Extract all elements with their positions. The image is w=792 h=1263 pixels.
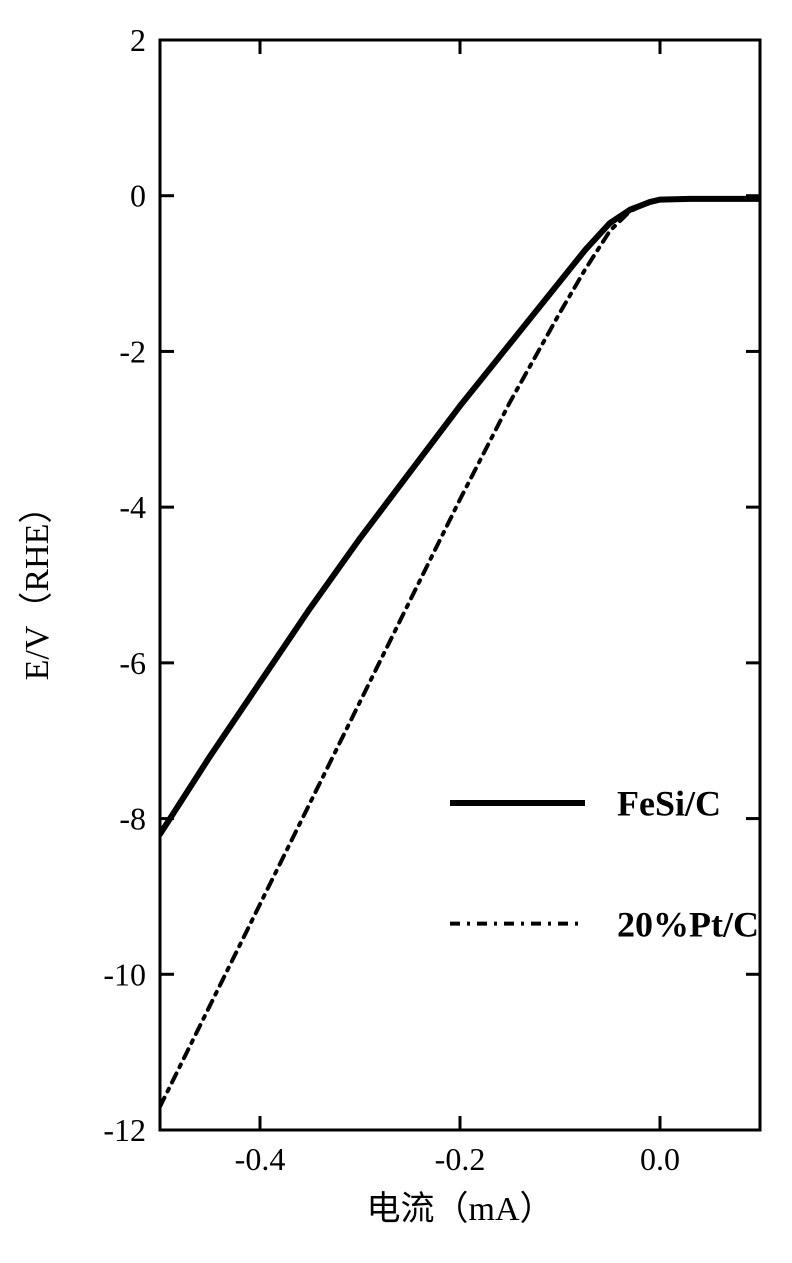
y-axis-label: E/V（RHE）: [18, 490, 56, 681]
y-tick-label: -10: [103, 956, 146, 992]
legend-label-0: FeSi/C: [617, 784, 721, 824]
line-chart: -0.4 -0.2 0.0 -12 -10 -8 -6 -4 -2 0 2 电流（mA） E/V（RHE…: [0, 0, 792, 1263]
x-axis-label: 电流（mA）: [367, 1190, 554, 1228]
y-tick-label: 0: [130, 178, 146, 214]
y-tick-label: -8: [119, 801, 146, 837]
x-tick-label: 0.0: [640, 1141, 680, 1177]
y-tick-label: -12: [103, 1112, 146, 1148]
y-tick-label: 2: [130, 22, 146, 58]
y-tick-label: -6: [119, 645, 146, 681]
y-tick-label: -2: [119, 333, 146, 369]
y-tick-label: -4: [119, 489, 146, 525]
chart-container: -0.4 -0.2 0.0 -12 -10 -8 -6 -4 -2 0 2 电流（mA） E/V（RHE…: [0, 0, 792, 1263]
x-tick-label: -0.2: [435, 1141, 486, 1177]
legend-label-1: 20%Pt/C: [617, 904, 759, 944]
x-tick-label: -0.4: [235, 1141, 286, 1177]
